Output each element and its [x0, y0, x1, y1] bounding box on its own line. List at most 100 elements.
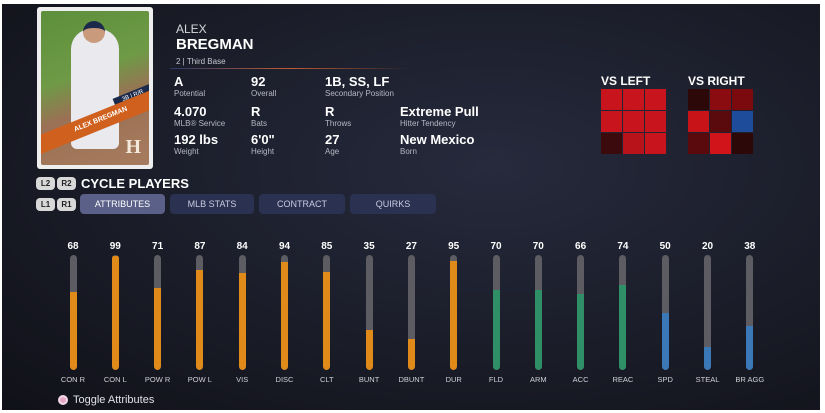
attribute-value: 27: [405, 241, 417, 252]
attribute-track: [69, 255, 77, 370]
attribute-value: 70: [532, 241, 544, 252]
attribute-fill: [450, 260, 458, 370]
info-potential: A Potential: [174, 75, 206, 99]
attribute-fill: [111, 256, 119, 370]
attribute-fill: [704, 347, 711, 370]
tab-mlb-stats[interactable]: MLB STATS: [170, 194, 254, 214]
info-label: Secondary Position: [325, 89, 394, 98]
player-head: [83, 21, 105, 43]
attribute-con-r: 68 CON R: [53, 241, 93, 384]
attribute-label: BUNT: [358, 375, 380, 384]
attribute-fill: [577, 294, 585, 370]
hot-zone-cell: [623, 133, 644, 154]
attribute-spd: 50 SPD: [645, 241, 685, 384]
attribute-fill: [746, 326, 754, 370]
attribute-track: [407, 255, 415, 370]
attribute-vis: 84 VIS: [222, 241, 262, 384]
info-value: Extreme Pull: [400, 104, 479, 119]
attribute-steal: 20 STEAL: [688, 241, 728, 384]
info-height: 6'0" Height: [251, 132, 275, 157]
attribute-value: 71: [152, 241, 164, 252]
hot-zone-cell: [688, 89, 709, 110]
attribute-value: 74: [617, 241, 629, 252]
team-logo: H: [125, 136, 141, 158]
divider: [170, 68, 410, 69]
attribute-label: CON R: [60, 375, 86, 384]
vs-right-zones: [688, 89, 753, 154]
hot-zone-cell: [645, 111, 666, 132]
info-value: 27: [325, 132, 340, 147]
attribute-fill: [196, 269, 204, 370]
attribute-label: BR AGG: [735, 375, 765, 384]
info-secondary-position: 1B, SS, LF Secondary Position: [325, 75, 394, 99]
attribute-fill: [619, 284, 627, 370]
hot-zone-cell: [732, 111, 753, 132]
info-label: Height: [251, 147, 275, 156]
attribute-label: FLD: [488, 375, 504, 384]
attribute-track: [619, 255, 627, 370]
hot-zone-cell: [710, 111, 731, 132]
attribute-label: VIS: [236, 375, 249, 384]
vs-right-title: VS RIGHT: [688, 74, 745, 88]
info-label: Hitter Tendency: [400, 119, 456, 128]
hot-zone-cell: [732, 133, 753, 154]
cycle-players-label: CYCLE PLAYERS: [81, 176, 189, 191]
attribute-value: 38: [744, 241, 756, 252]
hot-zone-cell: [710, 133, 731, 154]
hot-zone-cell: [688, 133, 709, 154]
attribute-track: [111, 255, 119, 370]
attribute-value: 20: [701, 241, 714, 252]
attribute-track: [365, 255, 373, 370]
info-label: Potential: [174, 89, 206, 98]
attribute-fill: [238, 273, 246, 370]
attribute-label: POW L: [187, 375, 212, 384]
attribute-fill: [69, 291, 77, 370]
tab-attributes[interactable]: ATTRIBUTES: [80, 194, 165, 214]
hot-zone-cell: [623, 111, 644, 132]
attribute-label: POW R: [144, 375, 171, 384]
attribute-track: [238, 255, 246, 370]
attribute-track: [196, 255, 204, 370]
attribute-label: STEAL: [695, 375, 720, 384]
info-hitter-tendency: Extreme Pull Hitter Tendency: [400, 104, 479, 129]
attribute-dbunt: 27 DBUNT: [391, 241, 431, 384]
attribute-track: [577, 255, 585, 370]
toggle-attributes[interactable]: Toggle Attributes: [58, 394, 154, 406]
info-label: Throws: [325, 119, 352, 128]
attribute-value: 50: [659, 241, 671, 252]
info-label: Age: [325, 147, 340, 156]
l1-button[interactable]: L1: [36, 197, 55, 211]
attribute-con-l: 99 CON L: [95, 241, 135, 384]
attribute-reac: 74 REAC: [603, 241, 643, 384]
last-name: BREGMAN: [176, 36, 254, 53]
attribute-value: 99: [109, 241, 121, 252]
hot-zone-cell: [601, 133, 622, 154]
attribute-track: [534, 255, 542, 370]
attribute-dur: 95 DUR: [434, 241, 474, 384]
info-throws: R Throws: [325, 105, 352, 129]
number-position: 2 | Third Base: [176, 57, 226, 66]
tab-quirks[interactable]: QUIRKS: [350, 194, 436, 214]
info-label: Overall: [251, 89, 277, 98]
r1-button[interactable]: R1: [57, 197, 76, 211]
attribute-value: 85: [321, 241, 333, 252]
player-photo: 3B | R/R ALEX BREGMAN H: [41, 11, 149, 165]
attribute-pow-r: 71 POW R: [138, 241, 178, 384]
r2-button[interactable]: R2: [57, 177, 76, 190]
attribute-label: DUR: [445, 375, 462, 384]
tab-contract[interactable]: CONTRACT: [259, 194, 345, 214]
l2-button[interactable]: L2: [36, 177, 55, 190]
attribute-value: 68: [67, 241, 79, 252]
first-name: ALEX: [176, 22, 207, 36]
attribute-fill: [154, 288, 162, 370]
info-value: 6'0": [251, 132, 275, 147]
attribute-label: DBUNT: [398, 375, 425, 384]
info-age: 27 Age: [325, 132, 340, 157]
info-value: 4.070: [174, 104, 207, 119]
touchpad-button-icon: [58, 395, 68, 405]
info-label: Bats: [251, 119, 268, 128]
attribute-label: CON L: [103, 375, 127, 384]
attribute-fill: [365, 329, 373, 370]
info-bats: R Bats: [251, 105, 268, 129]
attribute-track: [492, 255, 500, 370]
